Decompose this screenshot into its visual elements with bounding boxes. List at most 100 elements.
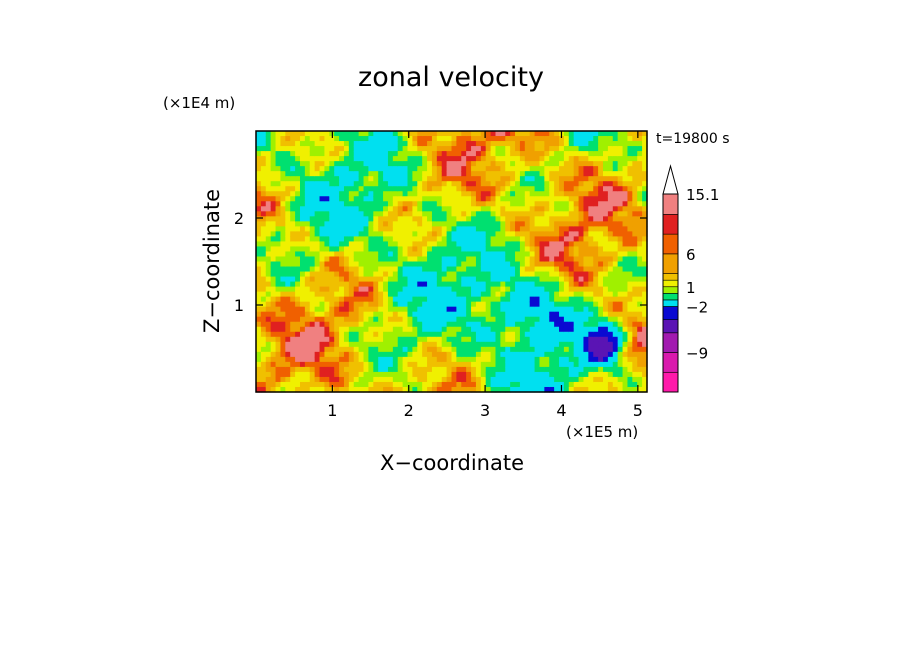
heatmap-cell — [373, 366, 379, 373]
heatmap-cell — [617, 346, 624, 353]
heatmap-cell — [412, 246, 418, 253]
heatmap-cell — [378, 256, 384, 263]
heatmap-cell — [519, 311, 526, 318]
heatmap-cell — [363, 211, 370, 217]
heatmap-cell — [568, 241, 575, 248]
heatmap-cell — [622, 306, 629, 313]
heatmap-cell — [549, 286, 555, 293]
heatmap-cell — [471, 311, 477, 318]
heatmap-cell — [256, 266, 262, 273]
heatmap-cell — [519, 361, 526, 368]
heatmap-cell — [290, 216, 296, 222]
heatmap-cell — [466, 306, 472, 313]
heatmap-cell — [256, 231, 262, 237]
heatmap-cell — [348, 311, 355, 318]
heatmap-cell — [368, 166, 374, 172]
heatmap-cell — [471, 286, 477, 293]
heatmap-cell — [353, 196, 360, 202]
heatmap-cell — [642, 376, 648, 383]
heatmap-cell — [559, 176, 565, 182]
heatmap-cell — [427, 196, 433, 202]
heatmap-cell — [392, 361, 399, 368]
heatmap-cell — [368, 381, 374, 388]
heatmap-cell — [583, 311, 589, 318]
heatmap-cell — [603, 331, 609, 338]
heatmap-cell — [441, 191, 448, 197]
heatmap-cell — [358, 331, 365, 338]
colorbar-frame — [662, 193, 679, 393]
heatmap-cell — [304, 231, 311, 237]
heatmap-cell — [417, 191, 423, 197]
heatmap-cell — [539, 266, 545, 273]
heatmap-cell — [383, 341, 389, 348]
heatmap-cell — [627, 276, 633, 283]
heatmap-cell — [515, 331, 521, 338]
heatmap-cell — [353, 171, 360, 177]
heatmap-cell — [368, 161, 374, 167]
heatmap-cell — [343, 171, 350, 177]
colorbar-label: 15.1 — [686, 186, 719, 204]
heatmap-cell — [387, 361, 394, 368]
heatmap-cell — [563, 216, 570, 222]
heatmap-cell — [339, 266, 345, 273]
heatmap-cell — [397, 371, 404, 378]
heatmap-cell — [304, 261, 311, 268]
heatmap-cell — [588, 276, 594, 283]
heatmap-cell — [329, 211, 335, 217]
heatmap-cell — [593, 256, 599, 263]
y-tick-label: 1 — [234, 296, 244, 315]
heatmap-cell — [598, 281, 604, 288]
heatmap-cell — [319, 241, 326, 248]
heatmap-cell — [588, 141, 594, 147]
x-axis-title: X−coordinate — [380, 451, 524, 475]
heatmap-cell — [304, 331, 311, 338]
heatmap-cell — [451, 286, 457, 293]
heatmap-cell — [314, 136, 321, 142]
heatmap-cell — [544, 361, 550, 368]
heatmap-cell — [260, 186, 267, 192]
heatmap-cell — [578, 131, 585, 137]
heatmap-cell — [329, 356, 335, 363]
heatmap-cell — [280, 376, 286, 383]
heatmap-cell — [519, 301, 526, 308]
heatmap-cell — [392, 336, 399, 343]
heatmap-cell — [485, 286, 492, 293]
heatmap-cell — [290, 281, 296, 288]
heatmap-cell — [461, 316, 467, 323]
heatmap-cell — [314, 211, 321, 217]
heatmap-cell — [314, 206, 321, 212]
heatmap-cell — [612, 376, 619, 383]
heatmap-cell — [397, 346, 404, 353]
heatmap-cell — [617, 136, 624, 142]
heatmap-cell — [632, 316, 638, 323]
heatmap-cell — [417, 311, 423, 318]
heatmap-cell — [412, 131, 418, 137]
heatmap-cell — [598, 256, 604, 263]
heatmap-cell — [549, 176, 555, 182]
heatmap-cell — [607, 331, 614, 338]
heatmap-cell — [534, 196, 541, 202]
heatmap-cell — [539, 316, 545, 323]
heatmap-cell — [456, 146, 462, 152]
heatmap-cell — [422, 351, 428, 358]
heatmap-cell — [363, 226, 370, 232]
heatmap-cell — [290, 306, 296, 313]
heatmap-cell — [583, 206, 589, 212]
heatmap-cell — [383, 386, 389, 393]
heatmap-cell — [510, 286, 516, 293]
heatmap-cell — [334, 271, 340, 278]
heatmap-cell — [549, 236, 555, 243]
heatmap-cell — [451, 176, 457, 182]
heatmap-cell — [270, 271, 277, 278]
heatmap-cell — [397, 296, 404, 303]
heatmap-cell — [622, 226, 629, 232]
heatmap-cell — [603, 276, 609, 283]
heatmap-cell — [588, 196, 594, 202]
heatmap-cell — [515, 161, 521, 167]
heatmap-cell — [265, 246, 272, 253]
heatmap-cell — [642, 296, 648, 303]
heatmap-cell — [617, 166, 624, 172]
heatmap-cell — [265, 146, 272, 152]
heatmap-cell — [642, 211, 648, 217]
heatmap-cell — [343, 211, 350, 217]
